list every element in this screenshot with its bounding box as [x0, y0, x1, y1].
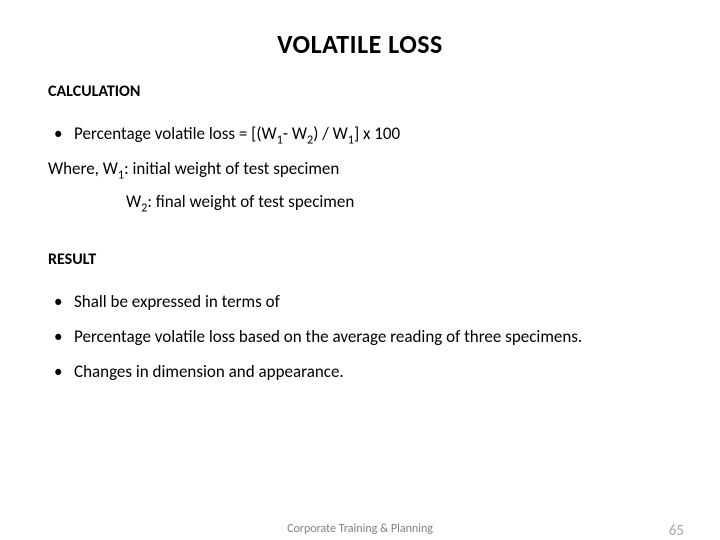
result-item: • Shall be expressed in terms of	[48, 291, 672, 314]
page-number: 65	[669, 522, 684, 540]
result-heading: RESULT	[48, 250, 672, 269]
result-item: • Changes in dimension and appearance.	[48, 361, 672, 384]
result-item: • Percentage volatile loss based on the …	[48, 326, 672, 349]
bullet-icon: •	[48, 361, 74, 382]
result-text: Shall be expressed in terms of	[74, 291, 672, 314]
where2-text: : final weight of test specimen	[147, 191, 354, 212]
result-text: Percentage volatile loss based on the av…	[74, 326, 672, 349]
where-line-1: Where, W1: initial weight of test specim…	[48, 158, 672, 181]
formula-row: • Percentage volatile loss = [(W1- W2) /…	[48, 123, 672, 146]
where-text: : initial weight of test specimen	[124, 158, 339, 179]
footer-center-text: Corporate Training & Planning	[287, 522, 433, 536]
formula-text: Percentage volatile loss = [(W1- W2) / W…	[74, 123, 672, 146]
calculation-heading: CALCULATION	[48, 82, 672, 101]
where-prefix: Where, W	[48, 158, 118, 179]
slide-title: VOLATILE LOSS	[48, 28, 672, 60]
bullet-icon: •	[48, 326, 74, 347]
formula-part: ) / W	[313, 123, 348, 144]
bullet-icon: •	[48, 123, 74, 144]
formula-part: - W	[283, 123, 307, 144]
formula-part: ] x 100	[354, 123, 400, 144]
where-line-2: W2: final weight of test specimen	[126, 191, 672, 214]
bullet-icon: •	[48, 291, 74, 312]
result-text: Changes in dimension and appearance.	[74, 361, 672, 384]
formula-part: Percentage volatile loss = [(W	[74, 123, 277, 144]
where2-prefix: W	[126, 191, 141, 212]
